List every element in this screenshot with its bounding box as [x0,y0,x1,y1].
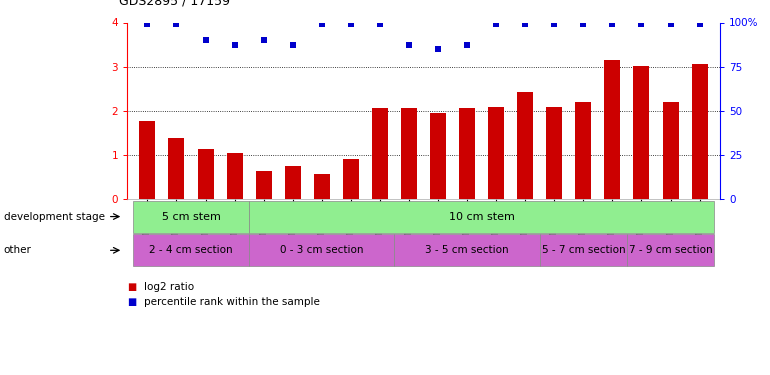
Bar [343,159,359,199]
Point [345,21,357,27]
Text: ■: ■ [127,297,136,307]
Bar [314,174,330,199]
Point [519,21,531,27]
Text: log2 ratio: log2 ratio [144,282,194,292]
Bar [169,138,185,199]
Point [229,42,241,48]
Point [694,21,706,27]
Text: 2 - 4 cm section: 2 - 4 cm section [149,245,233,255]
Bar [604,60,621,199]
Text: ■: ■ [127,282,136,292]
Bar [198,148,213,199]
Point [606,21,618,27]
Point [316,21,328,27]
Point [403,42,415,48]
Point [373,21,386,27]
Point [490,21,502,27]
Text: 0 - 3 cm section: 0 - 3 cm section [280,245,363,255]
Text: 3 - 5 cm section: 3 - 5 cm section [425,245,509,255]
Point [665,21,677,27]
Bar [575,102,591,199]
Bar [691,64,708,199]
Point [257,37,270,43]
Bar [256,171,272,199]
Point [578,21,590,27]
Point [199,37,212,43]
Text: other: other [4,245,32,255]
Point [548,21,561,27]
Point [170,21,182,27]
Text: percentile rank within the sample: percentile rank within the sample [144,297,320,307]
Text: 7 - 9 cm section: 7 - 9 cm section [629,245,712,255]
Point [286,42,299,48]
Bar [546,106,562,199]
Point [461,42,474,48]
Bar [226,153,243,199]
Text: development stage: development stage [4,211,105,222]
Text: 5 cm stem: 5 cm stem [162,211,220,222]
Bar [139,121,156,199]
Point [432,46,444,52]
Text: GDS2895 / 17159: GDS2895 / 17159 [119,0,230,8]
Bar [634,66,649,199]
Bar [662,102,678,199]
Bar [488,107,504,199]
Bar [401,108,417,199]
Bar [459,108,475,199]
Point [635,21,648,27]
Text: 5 - 7 cm section: 5 - 7 cm section [541,245,625,255]
Bar [285,166,301,199]
Bar [430,113,446,199]
Bar [372,108,388,199]
Point [141,21,153,27]
Bar [517,92,533,199]
Text: 10 cm stem: 10 cm stem [449,211,514,222]
